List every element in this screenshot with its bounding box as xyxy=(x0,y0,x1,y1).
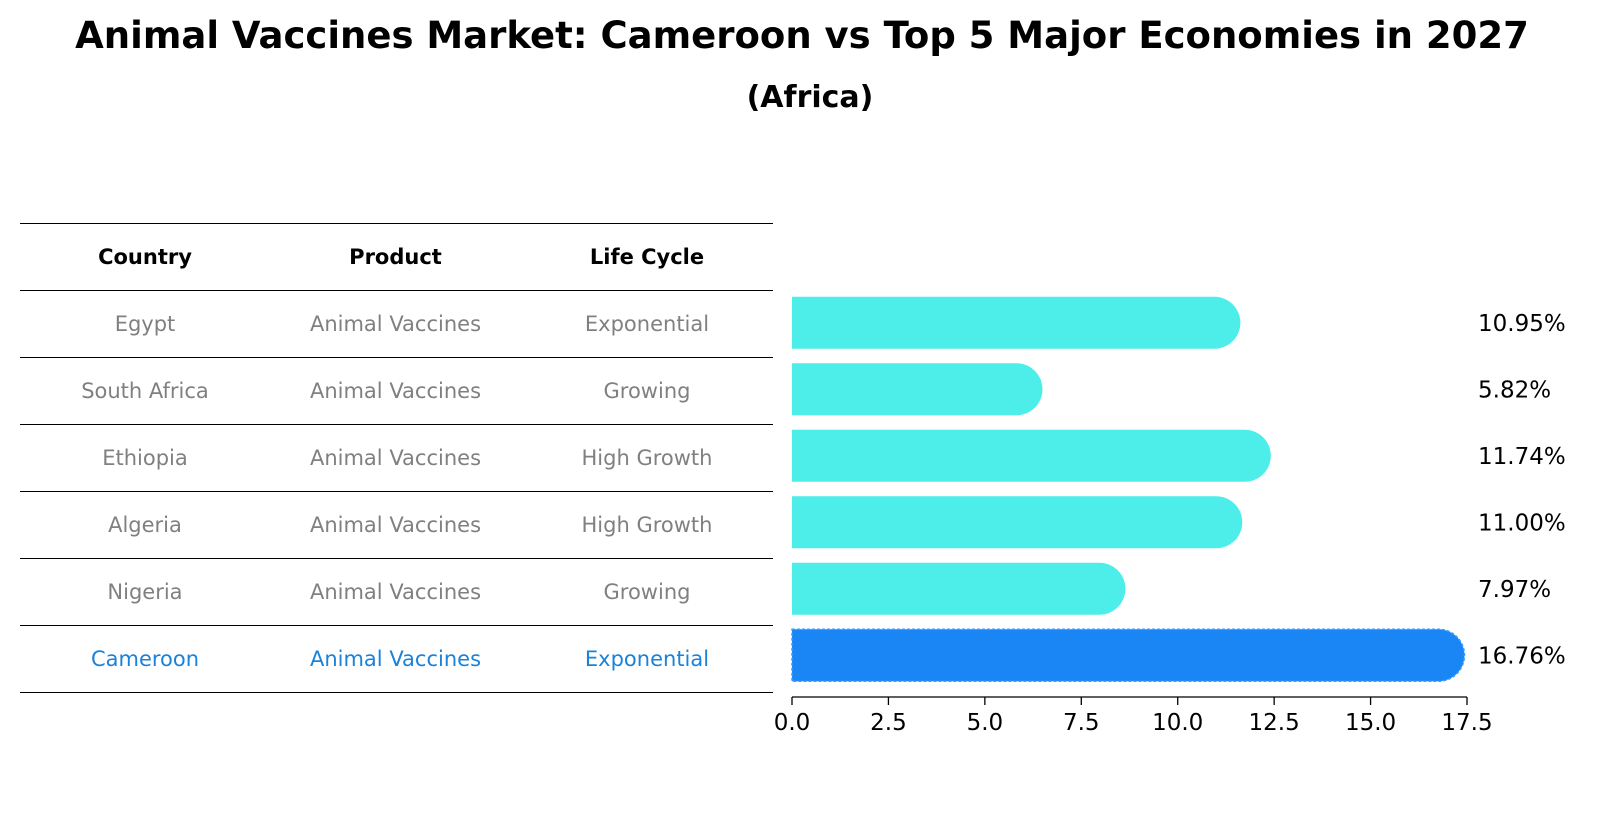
cell-country: Algeria xyxy=(20,491,270,559)
bar-south-africa xyxy=(792,363,1043,416)
x-tick-label: 0.0 xyxy=(774,710,811,736)
cell-product: Animal Vaccines xyxy=(270,625,521,693)
header-life-cycle: Life Cycle xyxy=(521,223,773,291)
cell-product: Animal Vaccines xyxy=(270,491,521,559)
table-row-highlighted: Cameroon Animal Vaccines Exponential xyxy=(20,625,773,693)
bar-cameroon xyxy=(791,628,1466,682)
bar-algeria xyxy=(792,496,1243,549)
cell-product: Animal Vaccines xyxy=(270,290,521,358)
table-row: Nigeria Animal Vaccines Growing xyxy=(20,558,773,626)
x-tick-label: 15.0 xyxy=(1345,710,1396,736)
cell-country: Egypt xyxy=(20,290,270,358)
chart-subtitle: (Africa) xyxy=(746,80,874,115)
cell-country: Nigeria xyxy=(20,558,270,626)
cell-product: Animal Vaccines xyxy=(270,558,521,626)
cell-country: Ethiopia xyxy=(20,424,270,492)
table-row: Ethiopia Animal Vaccines High Growth xyxy=(20,424,773,492)
x-tick-label: 2.5 xyxy=(870,710,907,736)
cell-life-cycle: Exponential xyxy=(521,625,773,693)
cell-country: South Africa xyxy=(20,357,270,425)
bar-egypt xyxy=(792,296,1241,349)
header-product: Product xyxy=(270,223,521,291)
cell-life-cycle: Growing xyxy=(521,558,773,626)
data-label: 16.76% xyxy=(1478,643,1566,669)
table-row: South Africa Animal Vaccines Growing xyxy=(20,357,773,425)
table-header-row: Country Product Life Cycle xyxy=(20,223,773,291)
table-row: Algeria Animal Vaccines High Growth xyxy=(20,491,773,559)
x-tick-label: 17.5 xyxy=(1441,710,1492,736)
x-tick-label: 10.0 xyxy=(1152,710,1203,736)
cell-product: Animal Vaccines xyxy=(270,424,521,492)
cell-life-cycle: Exponential xyxy=(521,290,773,358)
table-row: Egypt Animal Vaccines Exponential xyxy=(20,290,773,358)
cell-product: Animal Vaccines xyxy=(270,357,521,425)
data-label: 11.74% xyxy=(1478,444,1566,470)
data-label: 11.00% xyxy=(1478,510,1566,536)
data-label: 10.95% xyxy=(1478,311,1566,337)
x-tick-label: 12.5 xyxy=(1249,710,1300,736)
header-country: Country xyxy=(20,223,270,291)
data-table: Country Product Life Cycle Egypt Animal … xyxy=(20,223,773,693)
cell-country: Cameroon xyxy=(20,625,270,693)
x-tick-label: 7.5 xyxy=(1063,710,1100,736)
data-label: 5.82% xyxy=(1478,377,1551,403)
bar-ethiopia xyxy=(792,429,1271,482)
cell-life-cycle: High Growth xyxy=(521,491,773,559)
bar-nigeria xyxy=(792,562,1126,615)
chart-title: Animal Vaccines Market: Cameroon vs Top … xyxy=(75,14,1529,57)
x-tick-label: 5.0 xyxy=(967,710,1004,736)
cell-life-cycle: High Growth xyxy=(521,424,773,492)
data-label: 7.97% xyxy=(1478,577,1551,603)
